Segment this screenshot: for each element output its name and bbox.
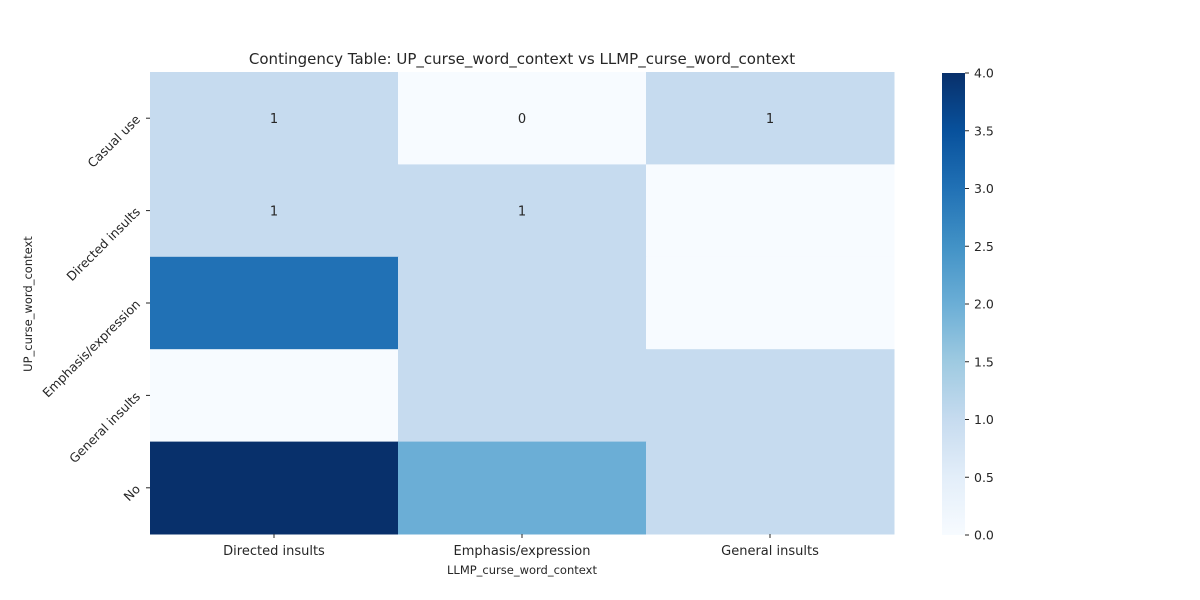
- colorbar-tick-label: 3.0: [974, 181, 994, 196]
- x-tick-label: General insults: [721, 544, 819, 559]
- heatmap-cell: [150, 441, 399, 535]
- y-tick-label: General insults: [66, 389, 143, 466]
- colorbar-tick-label: 4.0: [974, 66, 994, 81]
- cell-value-label: 1: [270, 112, 278, 127]
- y-tick-label: No: [120, 481, 143, 504]
- colorbar: 0.0 0.5 1.0 1.5 2.0 2.5 3.0 3.5 4.0: [942, 66, 994, 543]
- heatmap-cell: [150, 349, 399, 443]
- heatmap-cell: [150, 72, 399, 165]
- y-axis-label: UP_curse_word_context: [21, 236, 35, 372]
- cell-value-label: 1: [518, 205, 526, 220]
- heatmap-cell: [646, 72, 895, 165]
- heatmap-cell: [398, 349, 647, 443]
- cell-value-label: 0: [518, 112, 526, 127]
- heatmap-cell: [150, 164, 399, 258]
- colorbar-tick-label: 0.0: [974, 528, 994, 543]
- heatmap-cell: [398, 72, 647, 165]
- y-tick-label: Casual use: [84, 112, 143, 171]
- colorbar-gradient: [942, 73, 965, 535]
- x-tick-label: Directed insults: [223, 544, 325, 559]
- colorbar-tick-label: 0.5: [974, 470, 994, 485]
- heatmap-cell: [398, 441, 647, 535]
- heatmap-cell-labels: 1 0 1 1 1: [270, 112, 774, 219]
- heatmap-cell: [398, 164, 647, 258]
- y-tick-label: Directed insults: [63, 204, 143, 284]
- heatmap-cell: [150, 256, 399, 350]
- x-tick-label: Emphasis/expression: [454, 544, 591, 559]
- colorbar-tick-label: 1.5: [974, 354, 994, 369]
- heatmap-cell: [646, 349, 895, 443]
- x-axis: Directed insults Emphasis/expression Gener…: [223, 534, 819, 559]
- heatmap-cell: [398, 256, 647, 350]
- x-axis-label: LLMP_curse_word_context: [447, 563, 597, 577]
- colorbar-tick-label: 1.0: [974, 412, 994, 427]
- heatmap-cell: [646, 164, 895, 258]
- heatmap-cell: [646, 256, 895, 350]
- colorbar-tick-label: 3.5: [974, 123, 994, 138]
- heatmap-cells: [150, 72, 895, 535]
- colorbar-ticks: 0.0 0.5 1.0 1.5 2.0 2.5 3.0 3.5 4.0: [965, 66, 994, 543]
- y-axis: Casual use Directed insults Emphasis/expre…: [39, 112, 150, 504]
- colorbar-tick-label: 2.5: [974, 239, 994, 254]
- colorbar-tick-label: 2.0: [974, 297, 994, 312]
- cell-value-label: 1: [270, 205, 278, 220]
- heatmap-cell: [646, 441, 895, 535]
- chart-title: Contingency Table: UP_curse_word_context…: [249, 50, 795, 69]
- cell-value-label: 1: [766, 112, 774, 127]
- y-tick-label: Emphasis/expression: [39, 297, 143, 401]
